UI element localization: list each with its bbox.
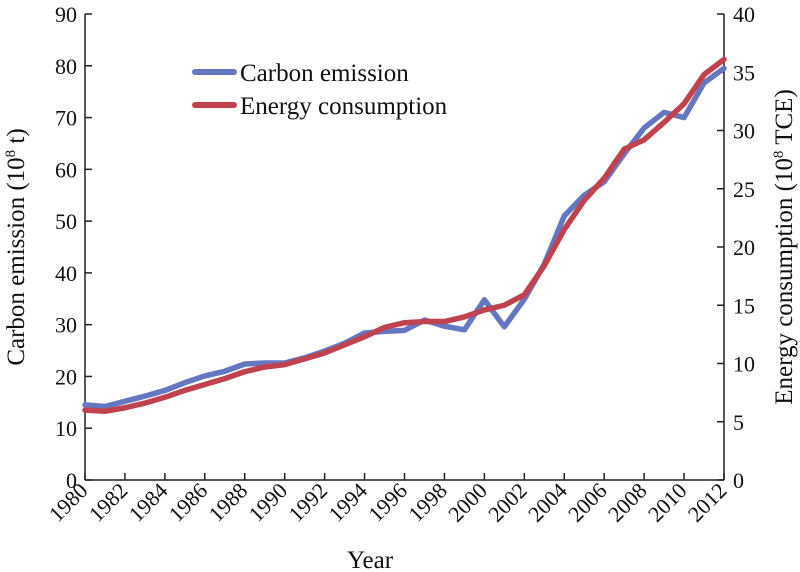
right-y-tick-label: 30 bbox=[733, 119, 755, 144]
right-y-axis-title: Energy consumption (108 TCE) bbox=[771, 89, 798, 405]
x-tick-label: 1982 bbox=[84, 478, 133, 527]
x-ticks: 1980198219841986198819901992199419961998… bbox=[44, 473, 732, 527]
x-tick-label: 1992 bbox=[283, 478, 332, 527]
left-y-axis-title: Carbon emission (108 t) bbox=[3, 128, 30, 365]
x-tick-label: 1996 bbox=[363, 478, 412, 527]
right-y-ticks: 0 5 10 15 20 25 30 35 40 bbox=[717, 2, 755, 493]
right-y-tick-label: 40 bbox=[733, 2, 755, 27]
x-tick-label: 1984 bbox=[124, 478, 173, 527]
series-lines bbox=[82, 56, 727, 415]
x-tick-label: 1980 bbox=[44, 478, 93, 527]
left-y-tick-label: 0 bbox=[66, 468, 77, 493]
left-y-tick-label: 20 bbox=[55, 364, 77, 389]
left-y-tick-label: 90 bbox=[55, 2, 77, 27]
left-y-tick-label: 50 bbox=[55, 209, 77, 234]
right-y-tick-label: 0 bbox=[733, 468, 744, 493]
left-y-tick-label: 10 bbox=[55, 416, 77, 441]
left-y-tick-label: 70 bbox=[55, 106, 77, 131]
series-line-energy-consumption bbox=[82, 56, 727, 415]
right-y-tick-label: 10 bbox=[733, 352, 755, 377]
left-y-tick-label: 80 bbox=[55, 54, 77, 79]
x-tick-label: 1998 bbox=[403, 478, 452, 527]
x-tick-label: 2000 bbox=[443, 478, 492, 527]
legend: Carbon emission Energy consumption bbox=[192, 60, 448, 120]
x-tick-label: 2004 bbox=[523, 478, 572, 527]
x-tick-label: 2012 bbox=[683, 478, 732, 527]
left-y-ticks: 0 10 20 30 40 50 60 70 80 90 bbox=[55, 2, 92, 493]
x-tick-label: 2008 bbox=[603, 478, 652, 527]
right-y-tick-label: 25 bbox=[733, 177, 755, 202]
legend-label-carbon-emission: Carbon emission bbox=[240, 60, 409, 87]
x-tick-label: 1988 bbox=[203, 478, 252, 527]
right-y-tick-label: 15 bbox=[733, 293, 755, 318]
right-y-tick-label: 20 bbox=[733, 235, 755, 260]
x-axis-title: Year bbox=[347, 547, 394, 572]
right-y-tick-label: 5 bbox=[733, 410, 744, 435]
x-tick-label: 1986 bbox=[164, 478, 213, 527]
legend-label-energy-consumption: Energy consumption bbox=[240, 93, 448, 120]
x-tick-label: 2006 bbox=[563, 478, 612, 527]
x-tick-label: 2010 bbox=[643, 478, 692, 527]
left-y-tick-label: 40 bbox=[55, 261, 77, 286]
left-y-tick-label: 60 bbox=[55, 157, 77, 182]
left-y-tick-label: 30 bbox=[55, 313, 77, 338]
x-tick-label: 1994 bbox=[323, 478, 372, 527]
x-tick-label: 1990 bbox=[243, 478, 292, 527]
x-tick-label: 2002 bbox=[483, 478, 532, 527]
right-y-tick-label: 35 bbox=[733, 60, 755, 85]
